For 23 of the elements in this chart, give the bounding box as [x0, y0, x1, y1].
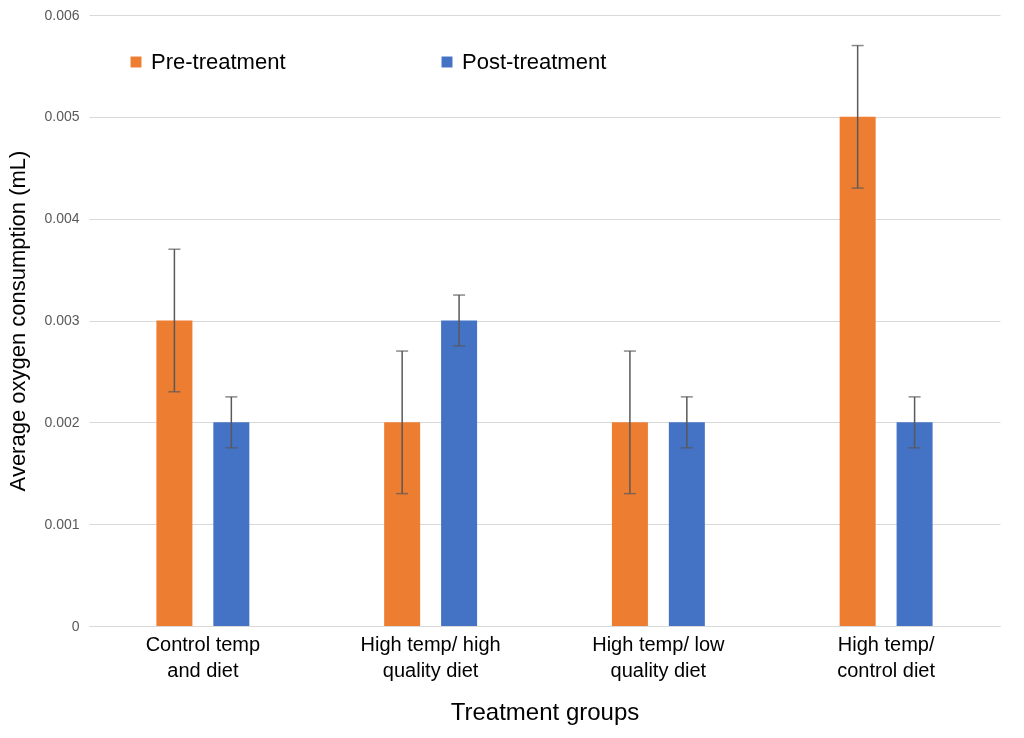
y-tick-label: 0.003 [44, 312, 80, 328]
bar [156, 320, 193, 626]
y-tick-label: 0.001 [44, 515, 80, 532]
bar [384, 422, 421, 626]
x-axis-title: Treatment groups [450, 697, 640, 725]
y-axis-title: Average oxygen consumption (mL) [5, 150, 31, 492]
legend-label: Post-treatment [462, 49, 607, 74]
bar [441, 320, 478, 626]
y-tick-label: 0.004 [44, 210, 80, 227]
bar [668, 422, 705, 626]
bar [213, 422, 250, 626]
bar [611, 422, 648, 626]
x-tick-label: High temp/ low quality diet [592, 632, 726, 681]
x-tick-label: High temp/ high quality diet [360, 632, 501, 681]
y-tick-label: 0.006 [44, 6, 80, 23]
y-tick-label: 0 [71, 617, 80, 634]
x-tick-label: High temp/ control diet [837, 632, 936, 681]
bar [839, 116, 876, 626]
x-tick-label: Control temp and diet [145, 632, 261, 681]
bar [896, 422, 933, 626]
y-tick-label: 0.005 [44, 108, 80, 125]
y-tick-label: 0.002 [44, 413, 80, 430]
legend-label: Pre-treatment [151, 49, 286, 74]
